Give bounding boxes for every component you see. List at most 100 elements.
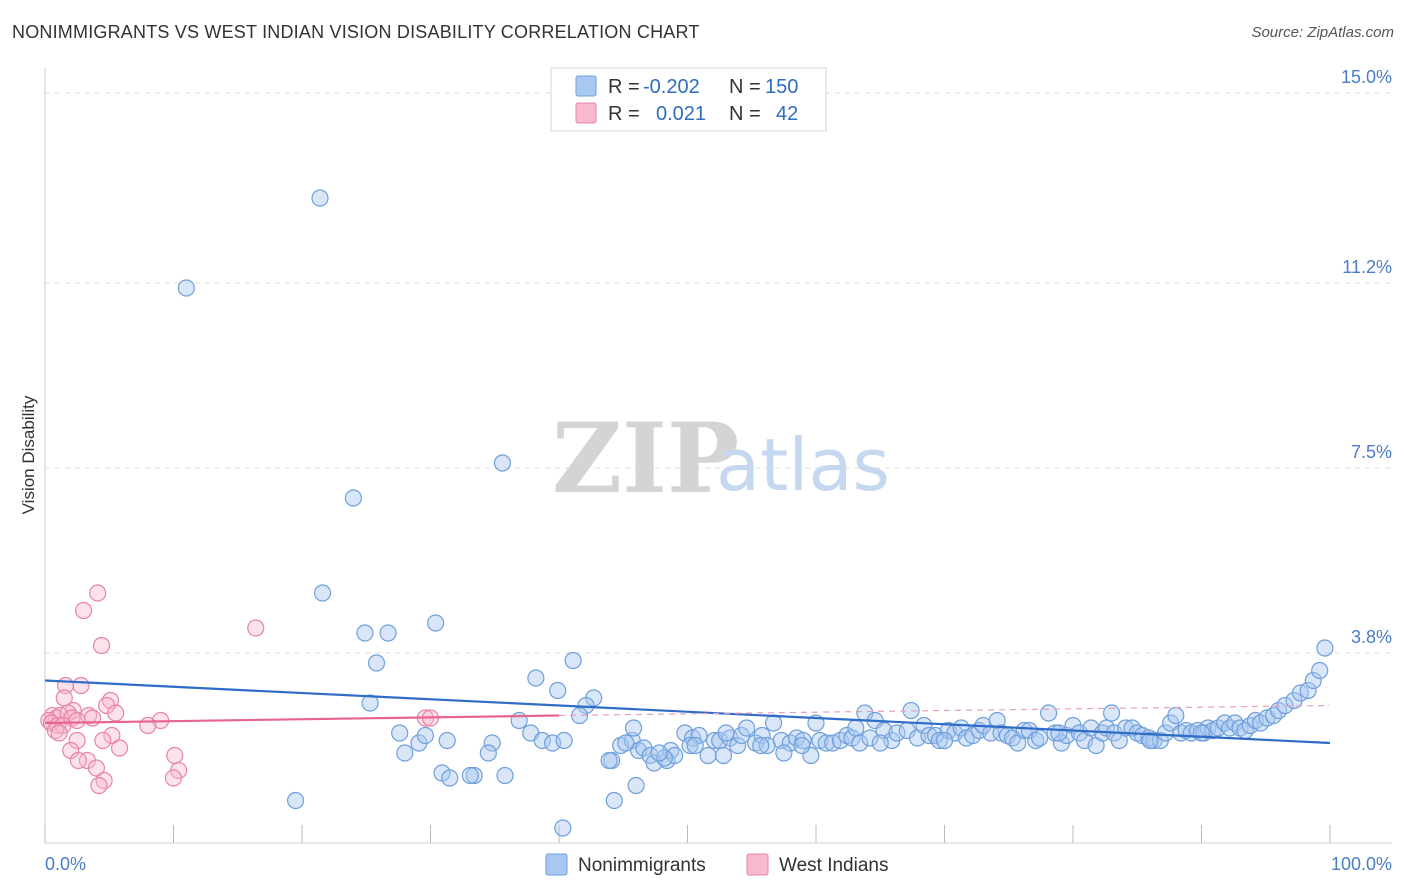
bottom-legend-west-indians: West Indians [779,855,888,876]
west-indians-point [68,731,86,750]
nonimmigrants-point [793,736,811,755]
nonimmigrants-point [817,734,835,752]
nonimmigrants-point [717,724,735,742]
legend-r-label-nonimmigrants: R = [608,76,640,98]
nonimmigrants-point [1264,706,1283,725]
nonimmigrants-point [379,624,397,642]
west-indians-point [139,716,157,735]
nonimmigrants-point [738,719,756,737]
nonimmigrants-point [549,681,567,700]
west-indians-point [164,769,183,787]
bottom-legend-nonimmigrants: Nonimmigrants [578,855,706,876]
nonimmigrants-point [344,489,362,507]
nonimmigrants-point [1299,681,1317,700]
legend-n-value-west-indians: 42 [776,103,798,125]
watermark-atlas: atlas [716,423,890,507]
west-indians-point [50,724,68,742]
legend-n-value-nonimmigrants: 150 [765,76,798,98]
nonimmigrants-point [461,766,479,785]
watermark: ZIP atlas [552,402,890,515]
nonimmigrants-point [1050,724,1068,742]
nonimmigrants-point [729,736,747,755]
nonimmigrants-point [915,716,933,735]
chart-title: NONIMMIGRANTS VS WEST INDIAN VISION DISA… [12,22,700,42]
nonimmigrants-point [465,766,483,785]
nonimmigrants-point [427,614,445,632]
nonimmigrants-point [361,694,379,712]
nonimmigrants-point [888,724,906,742]
nonimmigrants-point [645,754,663,772]
correlation-legend: R = -0.202 N = 150 R = 0.021 N = 42 [550,67,827,132]
nonimmigrants-point [935,731,954,750]
legend-n-label-nonimmigrants: N = [729,76,761,98]
west-indians-point [92,636,111,655]
legend-swatch-west-indians [575,102,597,124]
nonimmigrants-point [1192,724,1211,742]
nonimmigrants-point [564,651,582,670]
west-indians-point [103,726,121,745]
nonimmigrants-point [356,624,374,642]
nonimmigrants-point [775,744,793,762]
legend-box [550,67,827,132]
y-axis-label: Vision Disability [19,395,38,514]
nonimmigrants-point [286,791,305,810]
bottom-legend-swatch-nonimmigrants [545,853,568,876]
series-legend: Nonimmigrants West Indians [545,853,888,876]
nonimmigrants-point [1015,721,1033,740]
x-tick-labels: 0.0% 100.0% [45,854,1392,874]
nonimmigrants-point [600,751,618,770]
west-indians-point [95,771,113,790]
trend-lines [44,679,1331,745]
nonimmigrants-point [1316,639,1334,657]
west-indians-trend-extension [558,704,1331,717]
west-indians-point [94,731,112,750]
nonimmigrants-point [391,724,409,742]
nonimmigrants-point [861,729,879,747]
x-tick-label-max: 100.0% [1331,854,1392,874]
west-indians-point [247,619,265,637]
nonimmigrants-point [920,726,938,745]
nonimmigrants-point [1304,671,1322,690]
west-indians-trend-line [44,714,560,725]
nonimmigrants-point [847,719,865,737]
nonimmigrants-point [605,791,623,810]
watermark-zip: ZIP [552,402,739,515]
nonimmigrants-point [624,719,643,737]
nonimmigrants-point [871,734,889,752]
nonimmigrants-point [655,749,673,767]
y-tick-label: 7.5% [1351,442,1392,462]
nonimmigrants-point [681,736,699,755]
nonimmigrants-point [177,279,195,297]
source-credit: Source: ZipAtlas.com [1251,24,1394,41]
nonimmigrants-point [1039,704,1058,722]
nonimmigrants-point [1141,731,1159,750]
y-tick-labels: 3.8% 7.5% 11.2% 15.0% [1341,67,1392,647]
west-indians-point [89,584,107,602]
nonimmigrants-point [441,769,459,787]
nonimmigrants-point [1167,706,1185,725]
nonimmigrants-point [438,731,456,750]
nonimmigrants-point [650,744,668,762]
west-indians-point [83,709,102,727]
x-ticks [44,825,1331,843]
nonimmigrants-point [555,731,573,750]
nonimmigrants-point [527,669,545,687]
west-indians-point [110,739,129,757]
nonimmigrants-point [483,734,501,752]
legend-r-value-nonimmigrants: -0.202 [643,76,700,98]
gridlines [45,92,1392,654]
nonimmigrants-point [416,726,434,745]
nonimmigrants-point [493,454,512,472]
west-indians-point [107,704,125,722]
nonimmigrants-point [1241,716,1259,735]
west-indians-point [72,676,90,695]
nonimmigrants-point [764,714,783,732]
x-tick-label-min: 0.0% [45,854,86,874]
nonimmigrants-points [177,189,1334,837]
nonimmigrants-point [311,189,329,207]
nonimmigrants-point [367,654,386,672]
y-tick-label: 3.8% [1351,627,1392,647]
legend-r-value-west-indians: 0.021 [656,103,706,125]
nonimmigrants-point [627,776,645,795]
